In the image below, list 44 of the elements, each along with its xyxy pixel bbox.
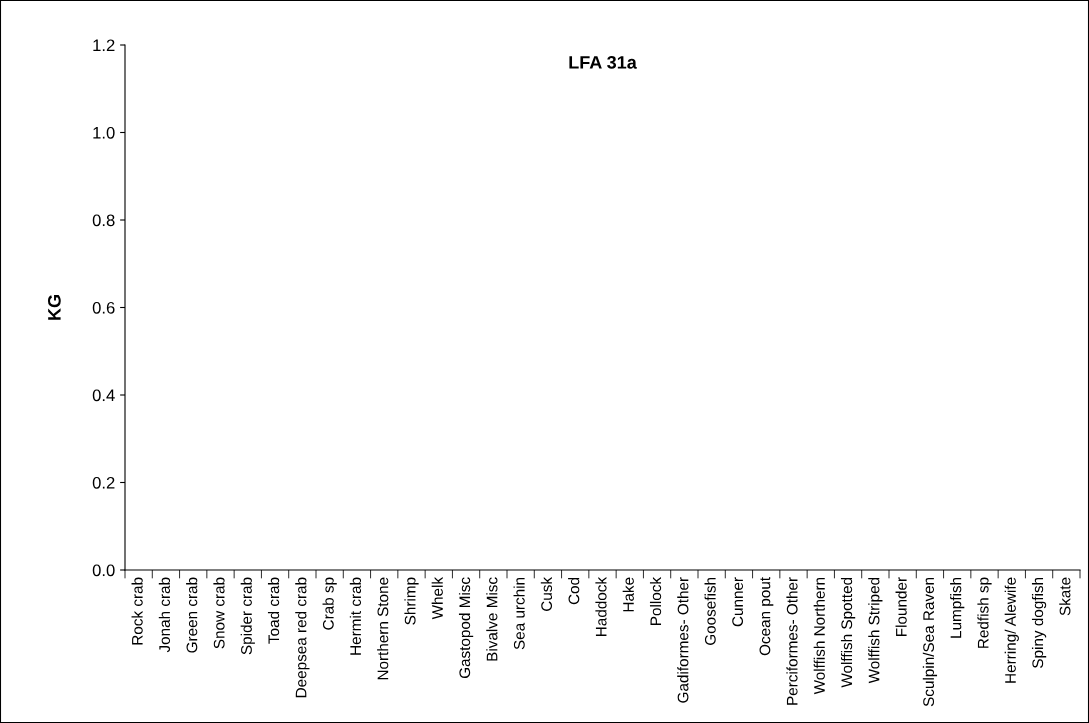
x-tick-label: Herring/ Alewife <box>1004 577 1019 683</box>
x-tick-label: Northern Stone <box>377 577 389 680</box>
y-tick-label: 0.4 <box>92 389 115 402</box>
x-tick-label: Ocean pout <box>759 577 774 656</box>
x-tick-label: Toad crab <box>267 577 280 644</box>
x-tick-label: Spider crab <box>240 577 255 655</box>
x-tick-label: Hermit crab <box>349 577 362 655</box>
x-tick-label: Shrimp <box>404 577 419 625</box>
x-tick-label: Rock crab <box>131 577 143 645</box>
x-tick-label: Crab sp <box>322 577 337 630</box>
x-tick-label: Goosefish <box>704 577 716 645</box>
x-tick-label: Bivalve Misc <box>486 577 498 661</box>
x-tick-label: Haddock <box>595 576 607 636</box>
x-tick-label: Whelk <box>431 576 443 620</box>
y-tick-label: 0.6 <box>92 301 115 314</box>
y-tick-label: 0.2 <box>92 476 115 489</box>
x-tick-label: Cunner <box>732 577 744 627</box>
x-tick-label: Snow crab <box>213 577 225 649</box>
x-tick-label: Cod <box>568 577 580 605</box>
y-tick-label: 1.0 <box>93 126 115 139</box>
x-tick-label: Wolffish Striped <box>868 577 883 684</box>
x-tick-label: Redfish sp <box>977 577 992 648</box>
x-tick-label: Spiny dogfish <box>1031 577 1047 668</box>
x-tick-label: Jonah crab <box>158 577 171 653</box>
y-tick-label: 0.0 <box>92 564 115 577</box>
x-tick-label: Sea urchin <box>513 577 525 650</box>
x-tick-label: Wolffish Northern <box>813 577 825 695</box>
x-tick-label: Lumpfish <box>950 577 965 638</box>
x-tick-label: Gadiformes- Other <box>677 577 689 703</box>
x-tick-label: Skate <box>1059 577 1071 616</box>
y-tick-label: 0.8 <box>92 214 115 227</box>
x-tick-label: Green crab <box>186 577 198 653</box>
x-tick-label: Deepsea red crab <box>295 577 310 698</box>
x-tick-label: Pollock <box>649 576 662 625</box>
y-axis-title: KG <box>47 295 61 320</box>
x-tick-label: Flounder <box>895 577 907 636</box>
x-tick-label: Perciformes- Other <box>786 577 798 705</box>
y-tick-label: 1.2 <box>93 39 115 52</box>
x-tick-label: Cusk <box>540 576 553 611</box>
x-tick-label: Hake <box>622 577 634 612</box>
x-tick-label: Wolffish Spotted <box>840 577 856 688</box>
x-tick-label: Sculpin/Sea Raven <box>922 577 938 707</box>
x-tick-label: Gastopod Misc <box>458 577 474 679</box>
chart-title: LFA 31a <box>569 55 637 69</box>
